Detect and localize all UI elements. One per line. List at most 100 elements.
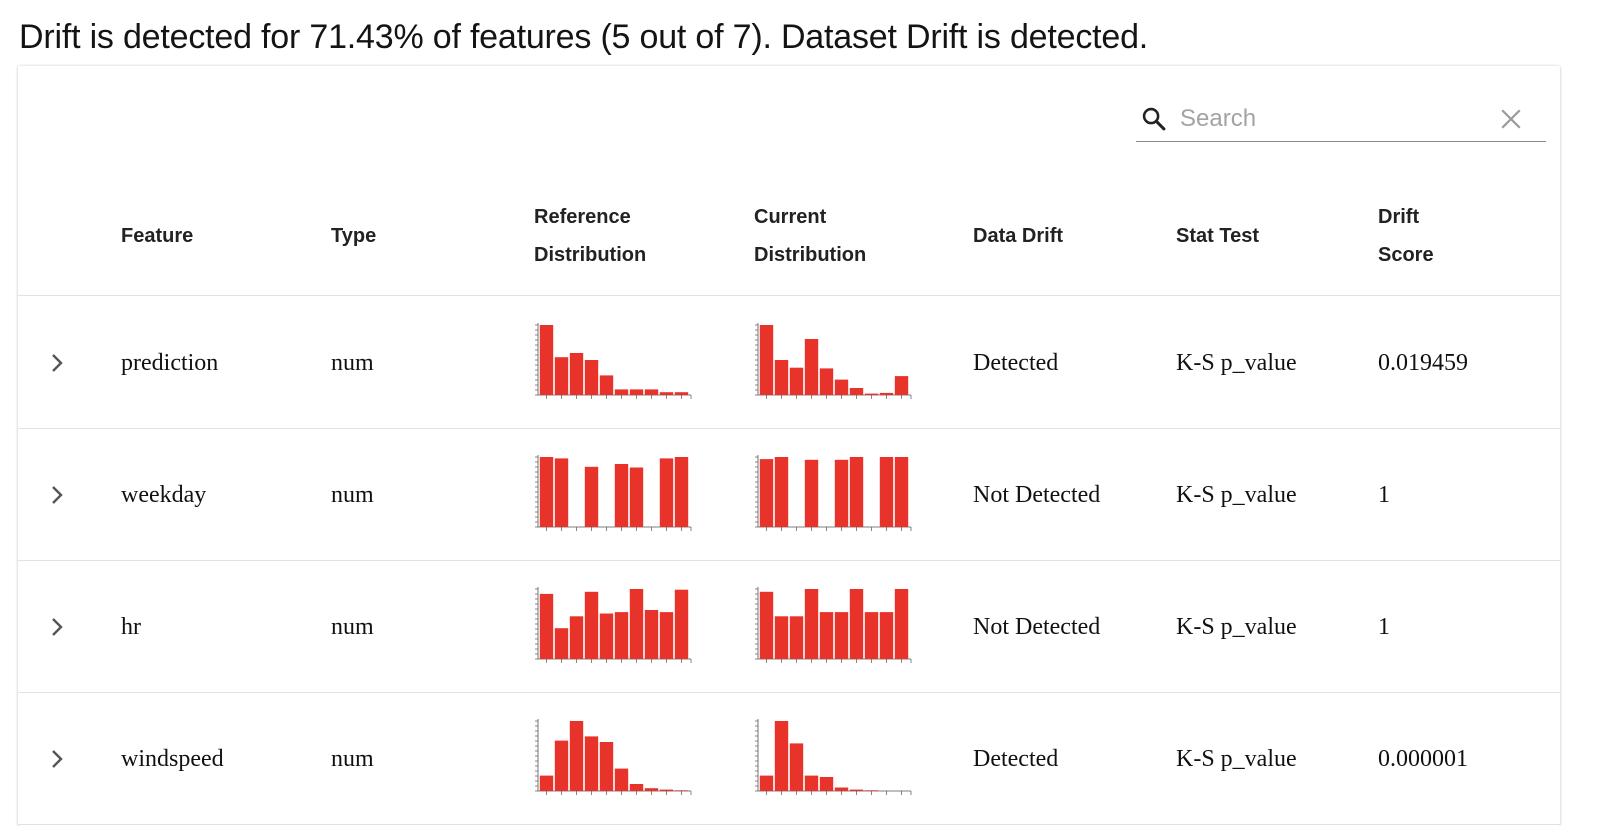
reference-histogram (535, 323, 692, 399)
histogram-bar (864, 393, 879, 395)
histogram-bar (674, 790, 689, 791)
stat-test: K-S p_value (1176, 349, 1297, 376)
histogram-bar (599, 375, 614, 395)
histogram-bar (894, 376, 909, 395)
histogram-bar (659, 392, 674, 395)
histogram-bar (674, 392, 689, 395)
histogram-bar (659, 612, 674, 659)
chevron-right-icon[interactable] (46, 613, 68, 641)
chevron-right-icon[interactable] (46, 745, 68, 773)
histogram-bar (819, 777, 834, 791)
histogram-bar (554, 628, 569, 659)
table-header: Feature Type Reference Distribution Curr… (18, 176, 1560, 296)
feature-name: hr (121, 613, 141, 640)
current-histogram (755, 455, 912, 531)
column-header-stat-test[interactable]: Stat Test (1176, 225, 1259, 247)
histogram-bar (819, 612, 834, 659)
histogram-bar (569, 616, 584, 659)
stat-test: K-S p_value (1176, 745, 1297, 772)
histogram-bar (554, 357, 569, 395)
close-icon[interactable] (1496, 104, 1526, 134)
data-drift-status: Detected (973, 745, 1059, 772)
histogram-bar (584, 736, 599, 791)
current-histogram (755, 719, 912, 795)
chevron-right-icon[interactable] (46, 481, 68, 509)
chevron-right-icon[interactable] (46, 349, 68, 377)
search-input[interactable] (1180, 102, 1480, 136)
feature-name: windspeed (121, 745, 224, 772)
histogram-bar (674, 457, 689, 527)
histogram-bar (539, 457, 554, 527)
histogram-bar (554, 740, 569, 791)
drift-score: 1 (1378, 481, 1390, 508)
histogram-bar (599, 613, 614, 659)
histogram-bar (879, 392, 894, 395)
histogram-bar (644, 610, 659, 659)
histogram-bar (894, 589, 909, 659)
feature-type: num (331, 613, 374, 640)
histogram-bar (629, 784, 644, 791)
feature-name: prediction (121, 349, 219, 376)
stat-test: K-S p_value (1176, 481, 1297, 508)
feature-name: weekday (121, 481, 207, 508)
histogram-bar (834, 459, 849, 527)
histogram-bar (759, 591, 774, 659)
table-row[interactable]: weekday num Not Detected K-S p_value 1 (18, 429, 1560, 561)
histogram-bar (804, 459, 819, 527)
histogram-bar (789, 616, 804, 659)
histogram-bar (789, 367, 804, 395)
search-icon (1142, 107, 1166, 131)
feature-type: num (331, 481, 374, 508)
histogram-bar (894, 457, 909, 527)
histogram-bar (584, 466, 599, 527)
histogram-bar (864, 612, 879, 659)
histogram-bar (584, 591, 599, 659)
data-drift-status: Detected (973, 349, 1059, 376)
search-box[interactable] (1136, 96, 1546, 142)
table-row[interactable]: hr num Not Detected K-S p_value 1 (18, 561, 1560, 693)
histogram-bar (539, 593, 554, 659)
histogram-bar (644, 389, 659, 395)
feature-type: num (331, 745, 374, 772)
histogram-bar (864, 790, 879, 791)
drift-score: 0.019459 (1378, 349, 1468, 376)
reference-histogram (535, 719, 692, 795)
table-row[interactable]: prediction num Detected K-S p_value 0.01… (18, 297, 1560, 429)
histogram-bar (659, 458, 674, 527)
table-row[interactable]: windspeed num Detected K-S p_value 0.000… (18, 693, 1560, 825)
histogram-bar (629, 467, 644, 527)
data-drift-status: Not Detected (973, 613, 1101, 640)
column-header-current-distribution[interactable]: Current Distribution (754, 206, 867, 266)
histogram-bar (879, 612, 894, 659)
histogram-bar (629, 389, 644, 395)
histogram-bar (879, 457, 894, 527)
histogram-bar (849, 457, 864, 527)
histogram-bar (584, 360, 599, 395)
reference-histogram (535, 455, 692, 531)
drift-score: 1 (1378, 613, 1390, 640)
column-header-type[interactable]: Type (331, 225, 377, 247)
histogram-bar (819, 368, 834, 395)
feature-type: num (331, 349, 374, 376)
column-header-reference-distribution[interactable]: Reference Distribution (534, 206, 647, 266)
histogram-bar (569, 353, 584, 395)
column-header-drift-score[interactable]: Drift Score (1378, 206, 1434, 266)
data-drift-status: Not Detected (973, 481, 1101, 508)
histogram-bar (834, 787, 849, 791)
current-histogram (755, 323, 912, 399)
histogram-bar (759, 775, 774, 791)
column-header-feature[interactable]: Feature (121, 225, 194, 247)
histogram-bar (614, 768, 629, 791)
histogram-bar (849, 589, 864, 659)
column-header-data-drift[interactable]: Data Drift (973, 225, 1064, 247)
histogram-bar (849, 388, 864, 395)
histogram-bar (539, 775, 554, 791)
histogram-bar (834, 612, 849, 659)
histogram-bar (674, 589, 689, 659)
histogram-bar (569, 721, 584, 791)
histogram-bar (804, 339, 819, 395)
drift-summary: Drift is detected for 71.43% of features… (19, 18, 1149, 56)
histogram-bar (554, 458, 569, 527)
reference-histogram (535, 587, 692, 663)
histogram-bar (774, 721, 789, 791)
